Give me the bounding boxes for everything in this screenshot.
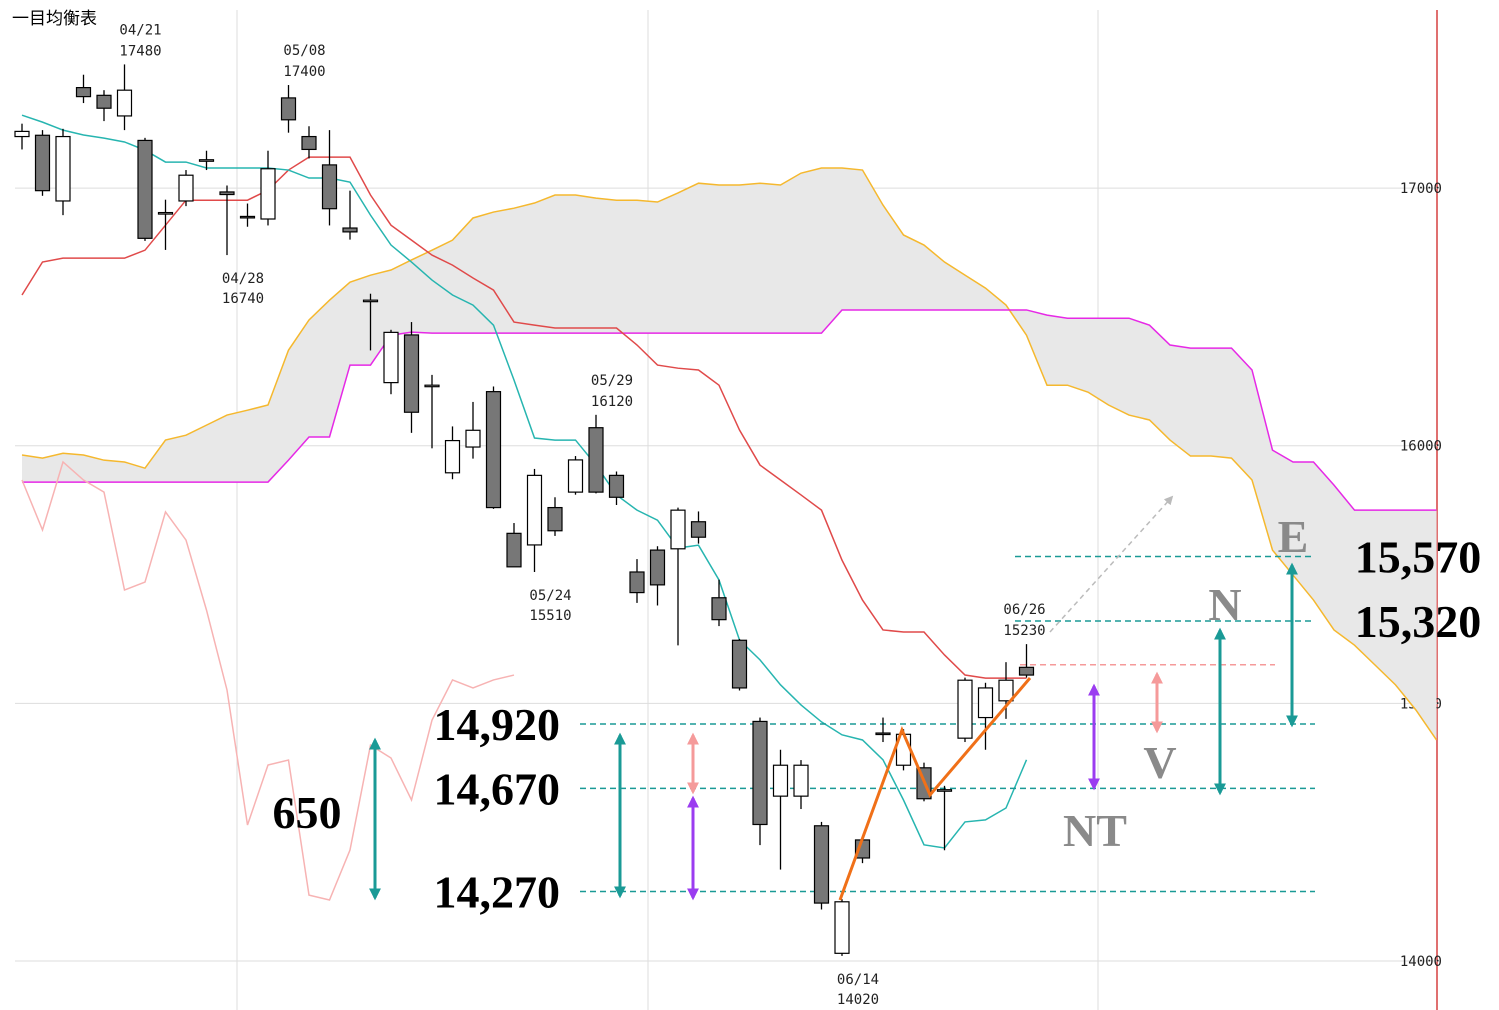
y-tick-label: 14000 — [1400, 954, 1442, 970]
candle-body — [547, 506, 563, 532]
candle-body — [403, 334, 420, 413]
y-tick-label: 16000 — [1400, 439, 1442, 455]
level-label: 15,570 — [1355, 532, 1482, 583]
candle-body — [383, 331, 399, 384]
candle-body — [34, 134, 51, 192]
wave-label: NT — [1063, 805, 1127, 856]
wave-label: V — [1143, 737, 1176, 788]
annotation-date: 05/29 — [591, 373, 633, 389]
candle-body — [629, 571, 645, 594]
candle-body — [260, 168, 276, 220]
annotation-value: 15510 — [529, 608, 571, 624]
candle-body — [301, 135, 317, 151]
candle-body — [116, 89, 133, 117]
candle-body — [608, 474, 625, 498]
candle-body — [957, 679, 973, 739]
wave-label: E — [1278, 511, 1309, 562]
candle-body — [96, 94, 112, 109]
candle-body — [1018, 666, 1035, 676]
candle-body — [321, 164, 338, 210]
annotation-value: 16120 — [591, 394, 633, 410]
annotation-value: 15230 — [1003, 623, 1045, 639]
candle-body — [772, 764, 789, 797]
candle-body — [690, 521, 707, 538]
candle-body — [137, 139, 153, 239]
candle-body — [567, 459, 584, 493]
candle-body — [75, 87, 92, 98]
level-label: 15,320 — [1355, 596, 1482, 647]
annotation-value: 14020 — [837, 992, 879, 1008]
candle-body — [670, 509, 686, 550]
candle-body — [813, 825, 830, 904]
candle-body — [157, 211, 174, 215]
tenkan-line — [21, 114, 1028, 849]
level-label: 14,920 — [434, 699, 561, 750]
candle-body — [936, 789, 953, 792]
candle-body — [362, 299, 379, 303]
y-tick-label: 17000 — [1400, 181, 1442, 197]
candle-body — [424, 384, 440, 388]
candle-body — [219, 191, 235, 196]
candle-body — [977, 687, 994, 719]
wave-label: N — [1208, 579, 1241, 630]
level-label: 14,670 — [434, 763, 561, 814]
annotation-value: 17400 — [283, 64, 325, 80]
candle-body — [14, 130, 30, 138]
candle-body — [465, 429, 481, 448]
candle-body — [506, 532, 522, 568]
candle-body — [178, 174, 194, 202]
candle-body — [239, 215, 256, 219]
annotation-date: 04/21 — [119, 22, 161, 38]
candle-body — [588, 427, 604, 493]
candle-body — [649, 549, 666, 586]
annotation-date: 06/26 — [1003, 602, 1045, 618]
candle-body — [711, 597, 727, 621]
candle-body — [731, 639, 748, 689]
annotation-date: 05/08 — [283, 43, 325, 59]
candle-body — [752, 720, 768, 826]
candle-body — [875, 732, 891, 736]
annotation-value: 17480 — [119, 43, 161, 59]
chikou-line — [21, 460, 515, 901]
senkou_a-line — [21, 167, 1438, 741]
candle-body — [342, 227, 358, 233]
candle-body — [793, 764, 809, 797]
candle-body — [280, 97, 297, 121]
annotation-date: 06/14 — [837, 972, 879, 988]
range-label: 650 — [273, 787, 342, 838]
candle-body — [485, 391, 502, 509]
senkou_b-line — [22, 309, 1437, 511]
candle-body — [998, 679, 1014, 702]
candle-body — [198, 159, 215, 162]
background — [236, 10, 1438, 1010]
annotation-date: 04/28 — [222, 271, 264, 287]
candle-body — [55, 135, 71, 202]
annotation-value: 16740 — [222, 291, 264, 307]
candle-body — [444, 439, 461, 474]
annotation-date: 05/24 — [529, 588, 571, 604]
candle-body — [834, 901, 850, 954]
wave-path — [838, 677, 1032, 901]
cloud — [22, 167, 1437, 740]
candle-body — [526, 474, 543, 546]
projection-arrow — [1049, 495, 1174, 633]
chart-title: 一目均衡表 — [12, 9, 97, 29]
level-label: 14,270 — [434, 866, 561, 917]
